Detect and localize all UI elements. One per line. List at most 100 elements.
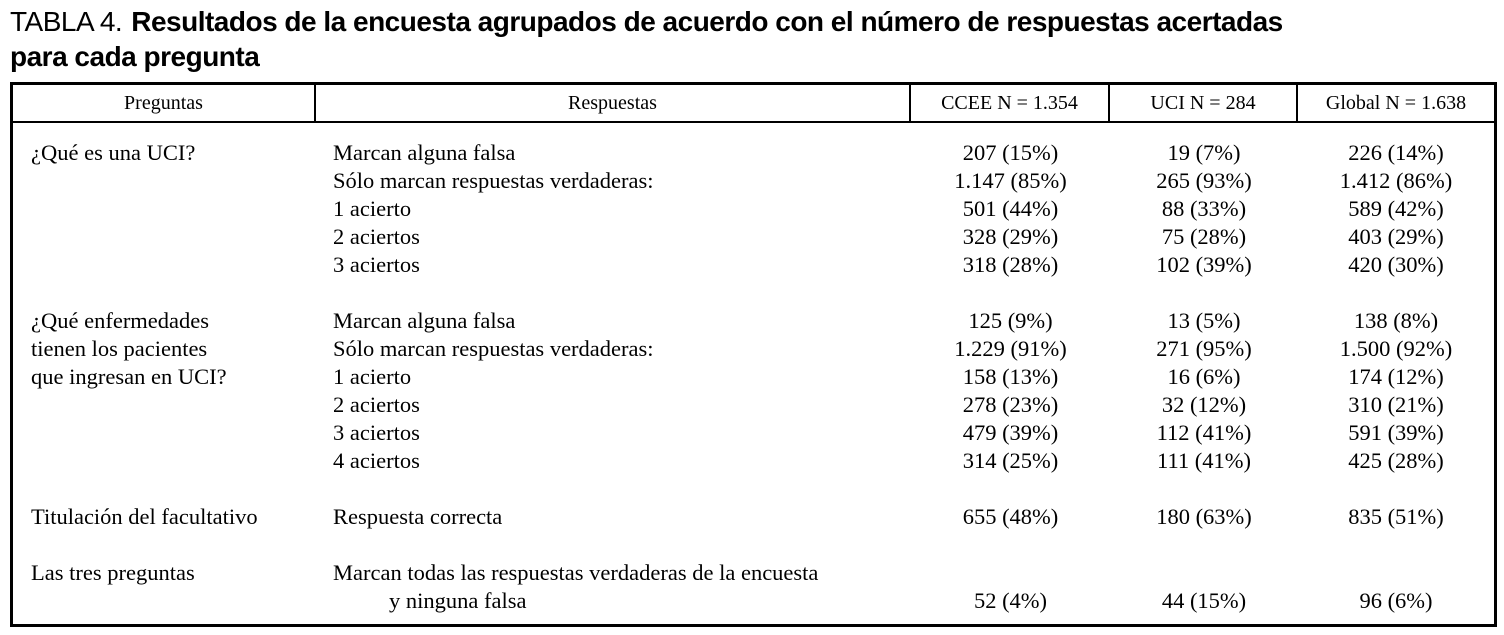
pregunta-line: ¿Qué es una UCI? — [31, 140, 196, 165]
uci-value: 13 (5%) — [1167, 308, 1241, 333]
pregunta-cell: Las tres preguntas — [13, 559, 316, 615]
uci-value — [1110, 559, 1298, 587]
global-value: 589 (42%) — [1348, 196, 1444, 221]
ccee-value-cell: 655 (48%) — [911, 503, 1110, 531]
uci-value: 265 (93%) — [1156, 168, 1252, 193]
global-value: 835 (51%) — [1348, 504, 1444, 529]
global-value: 420 (30%) — [1348, 252, 1444, 277]
ccee-value: 158 (13%) — [962, 364, 1059, 389]
uci-value: 32 (12%) — [1161, 392, 1247, 417]
title-line-2: para cada pregunta — [10, 41, 260, 72]
pregunta-cell: ¿Qué es una UCI? — [13, 139, 316, 279]
ccee-value: 314 (25%) — [962, 448, 1059, 473]
global-value-cell: 96 (6%) — [1298, 559, 1494, 615]
global-value-cell: 835 (51%) — [1298, 503, 1494, 531]
respuesta-line: Sólo marcan respuestas verdaderas: — [333, 168, 654, 193]
pregunta-line: que ingresan en UCI? — [31, 364, 227, 389]
question-block-que-enfermedades: ¿Qué enfermedades tienen los pacientes q… — [13, 307, 1494, 475]
uci-value: 102 (39%) — [1156, 252, 1252, 277]
ccee-value-cell: 207 (15%) 1.147 (85%) 501 (44%) 328 (29%… — [911, 139, 1110, 279]
ccee-value: 479 (39%) — [962, 420, 1059, 445]
respuesta-line: Marcan todas las respuestas verdaderas d… — [333, 560, 819, 585]
respuesta-cell: Marcan alguna falsa Sólo marcan respuest… — [316, 307, 911, 475]
respuesta-line: Marcan alguna falsa — [333, 140, 516, 165]
col-header-uci: UCI N = 284 — [1110, 85, 1298, 121]
global-value: 403 (29%) — [1348, 224, 1444, 249]
uci-value-cell: 180 (63%) — [1110, 503, 1298, 531]
ccee-value: 52 (4%) — [973, 588, 1048, 613]
table-title: TABLA 4. Resultados de la encuesta agrupa… — [10, 4, 1283, 74]
ccee-value: 278 (23%) — [962, 392, 1059, 417]
respuesta-cell: Respuesta correcta — [316, 503, 911, 531]
respuesta-line: 4 aciertos — [333, 448, 420, 473]
results-table: Preguntas Respuestas CCEE N = 1.354 UCI … — [10, 82, 1497, 627]
uci-value: 180 (63%) — [1156, 504, 1252, 529]
question-block-que-es-una-uci: ¿Qué es una UCI? Marcan alguna falsa Sól… — [13, 139, 1494, 279]
ccee-value: 655 (48%) — [962, 504, 1059, 529]
global-value — [1298, 559, 1494, 587]
uci-value: 111 (41%) — [1157, 448, 1251, 473]
respuesta-line: Respuesta correcta — [333, 504, 503, 529]
ccee-value: 328 (29%) — [962, 224, 1059, 249]
col-header-respuestas: Respuestas — [316, 85, 911, 121]
respuesta-line: 3 aciertos — [333, 420, 420, 445]
global-value-cell: 138 (8%) 1.500 (92%) 174 (12%) 310 (21%)… — [1298, 307, 1494, 475]
global-value: 1.412 (86%) — [1339, 168, 1453, 193]
title-text: Resultados de la encuesta agrupados de a… — [131, 6, 1283, 37]
pregunta-line: tienen los pacientes — [31, 336, 208, 361]
question-block-titulacion: Titulación del facultativo Respuesta cor… — [13, 503, 1494, 531]
uci-value: 88 (33%) — [1161, 196, 1247, 221]
question-block-las-tres-preguntas: Las tres preguntas Marcan todas las resp… — [13, 559, 1494, 615]
global-value: 310 (21%) — [1348, 392, 1444, 417]
respuesta-line: 1 acierto — [333, 364, 412, 389]
respuesta-line: 2 aciertos — [333, 224, 420, 249]
respuesta-line: 3 aciertos — [333, 252, 420, 277]
table-body: ¿Qué es una UCI? Marcan alguna falsa Sól… — [13, 123, 1494, 615]
col-header-preguntas: Preguntas — [13, 85, 316, 121]
respuesta-cell: Marcan alguna falsa Sólo marcan respuest… — [316, 139, 911, 279]
ccee-value: 1.147 (85%) — [954, 168, 1067, 193]
ccee-value-cell: 52 (4%) — [911, 559, 1110, 615]
ccee-value: 501 (44%) — [962, 196, 1059, 221]
global-value: 174 (12%) — [1348, 364, 1444, 389]
col-header-ccee: CCEE N = 1.354 — [911, 85, 1110, 121]
global-value-cell: 226 (14%) 1.412 (86%) 589 (42%) 403 (29%… — [1298, 139, 1494, 279]
global-value: 226 (14%) — [1348, 140, 1444, 165]
pregunta-line: ¿Qué enfermedades — [31, 308, 210, 333]
uci-value: 19 (7%) — [1167, 140, 1241, 165]
global-value: 425 (28%) — [1348, 448, 1444, 473]
global-value: 138 (8%) — [1353, 308, 1439, 333]
respuesta-line: Marcan alguna falsa — [333, 308, 516, 333]
uci-value: 44 (15%) — [1161, 588, 1247, 613]
respuesta-line: Sólo marcan respuestas verdaderas: — [333, 336, 654, 361]
ccee-value: 125 (9%) — [968, 308, 1053, 333]
pregunta-line: Titulación del facultativo — [31, 504, 258, 529]
ccee-value-cell: 125 (9%) 1.229 (91%) 158 (13%) 278 (23%)… — [911, 307, 1110, 475]
ccee-value: 1.229 (91%) — [954, 336, 1067, 361]
ccee-value: 207 (15%) — [962, 140, 1059, 165]
uci-value-cell: 13 (5%) 271 (95%) 16 (6%) 32 (12%) 112 (… — [1110, 307, 1298, 475]
global-value: 1.500 (92%) — [1339, 336, 1453, 361]
uci-value-cell: 44 (15%) — [1110, 559, 1298, 615]
global-value: 96 (6%) — [1359, 588, 1433, 613]
uci-value: 16 (6%) — [1167, 364, 1241, 389]
uci-value: 112 (41%) — [1156, 420, 1252, 445]
ccee-value: 318 (28%) — [962, 252, 1059, 277]
title-label: TABLA 4. — [10, 6, 123, 37]
uci-value: 75 (28%) — [1161, 224, 1247, 249]
global-value: 591 (39%) — [1348, 420, 1444, 445]
respuesta-line: 2 aciertos — [333, 392, 420, 417]
pregunta-cell: ¿Qué enfermedades tienen los pacientes q… — [13, 307, 316, 475]
uci-value-cell: 19 (7%) 265 (93%) 88 (33%) 75 (28%) 102 … — [1110, 139, 1298, 279]
respuesta-line: y ninguna falsa — [389, 588, 527, 613]
respuesta-cell: Marcan todas las respuestas verdaderas d… — [316, 559, 911, 615]
respuesta-line: 1 acierto — [333, 196, 412, 221]
col-header-global: Global N = 1.638 — [1325, 91, 1467, 114]
pregunta-line: Las tres preguntas — [31, 560, 195, 585]
table-header-row: Preguntas Respuestas CCEE N = 1.354 UCI … — [13, 85, 1494, 123]
uci-value: 271 (95%) — [1156, 336, 1252, 361]
pregunta-cell: Titulación del facultativo — [13, 503, 316, 531]
title-line-1: TABLA 4. Resultados de la encuesta agrupa… — [10, 4, 1283, 39]
ccee-value — [911, 559, 1110, 587]
